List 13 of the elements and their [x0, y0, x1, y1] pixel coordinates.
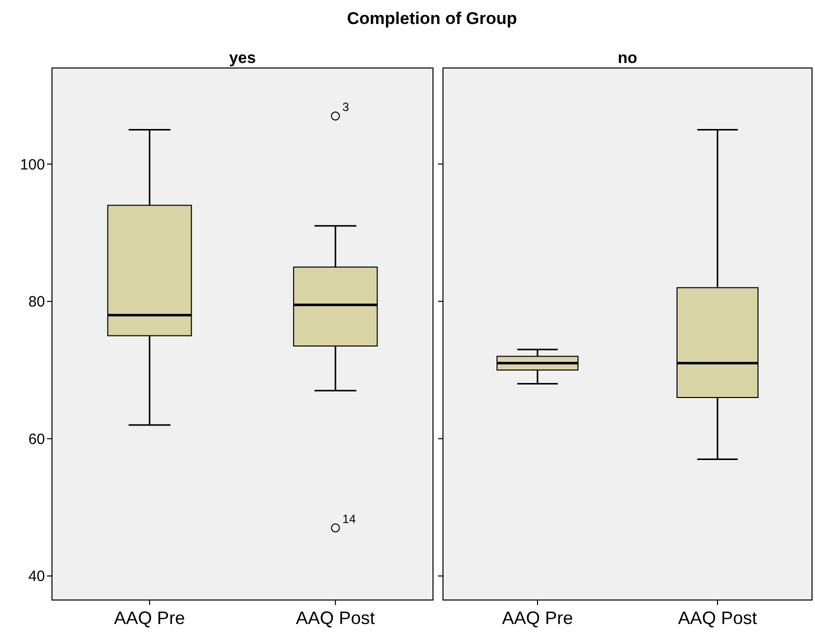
x-tick-label: AAQ Post: [678, 608, 758, 628]
y-tick-label: 80: [28, 294, 45, 311]
chart-title: Completion of Group: [347, 9, 517, 28]
chart-subtitle: no: [618, 50, 638, 67]
y-tick-label: 100: [20, 156, 45, 174]
y-tick-label: 60: [28, 430, 45, 448]
y-tick-label: 40: [28, 568, 45, 586]
annotation: 14: [342, 512, 356, 526]
x-tick-label: AAQ Pre: [502, 608, 574, 628]
x-tick-label: AAQ Pre: [114, 608, 186, 628]
x-tick-label: AAQ Post: [296, 608, 375, 628]
annotation: 3: [342, 100, 350, 114]
chart-subtitle: yes: [229, 50, 256, 67]
